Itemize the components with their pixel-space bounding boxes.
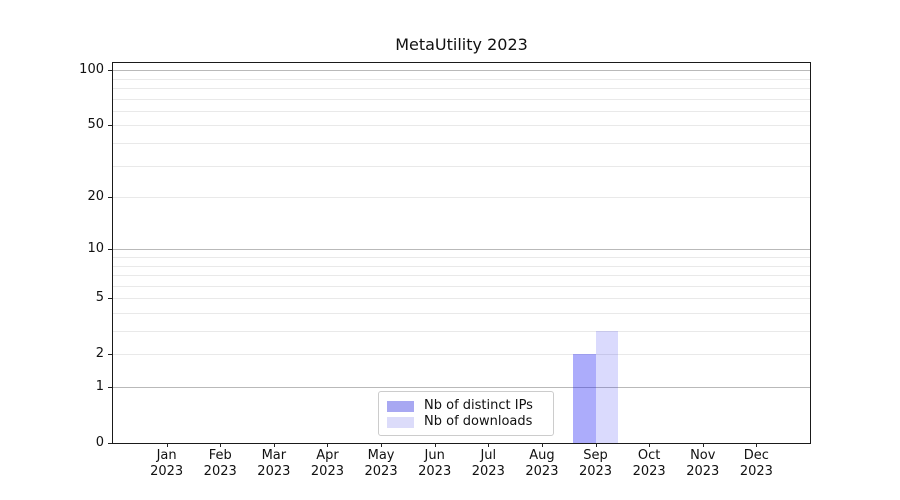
- gridline: [113, 165, 810, 167]
- y-tick: [108, 387, 112, 388]
- x-tick-month: Apr: [316, 448, 339, 463]
- x-tick-month: Dec: [743, 448, 769, 463]
- x-tick-year: 2023: [525, 464, 559, 479]
- x-tick-label: Aug 2023: [514, 448, 570, 480]
- x-tick: [702, 443, 704, 447]
- gridline: [113, 265, 810, 267]
- x-tick: [488, 443, 490, 447]
- legend-item: Nb of downloads: [387, 414, 545, 430]
- legend-swatch-downloads: [387, 416, 414, 428]
- gridline: [113, 197, 810, 199]
- y-tick: [108, 70, 112, 72]
- x-tick: [756, 443, 758, 447]
- gridline: [113, 331, 810, 333]
- chart-title: MetaUtility 2023: [395, 35, 528, 54]
- x-tick-year: 2023: [632, 464, 666, 479]
- x-tick-month: Sep: [583, 448, 608, 463]
- y-tick: [108, 354, 112, 356]
- y-tick-label: 50: [87, 117, 104, 133]
- y-tick-label: 100: [79, 62, 104, 78]
- y-tick-label: 1: [95, 379, 104, 394]
- y-tick: [108, 249, 112, 251]
- x-tick-year: 2023: [203, 464, 237, 479]
- x-tick-label: May 2023: [353, 448, 409, 480]
- plot-area: [108, 62, 811, 447]
- legend-label: Nb of distinct IPs: [424, 398, 533, 413]
- x-tick: [166, 443, 168, 447]
- x-tick-label: Jan 2023: [139, 448, 195, 480]
- gridline: [113, 275, 810, 277]
- x-tick-label: Oct 2023: [621, 448, 677, 480]
- legend-item: Nb of distinct IPs: [387, 398, 545, 414]
- gridline: [113, 312, 810, 314]
- gridline: [113, 98, 810, 100]
- y-tick-label: 10: [87, 241, 104, 257]
- x-tick-month: Jan: [156, 448, 177, 463]
- x-tick-year: 2023: [739, 464, 773, 479]
- x-tick-year: 2023: [310, 464, 344, 479]
- x-tick-label: Jul 2023: [460, 448, 516, 480]
- x-tick-label: Dec 2023: [728, 448, 784, 480]
- x-tick: [273, 443, 275, 447]
- x-tick: [381, 443, 383, 447]
- y-tick: [108, 443, 112, 444]
- gridline: [113, 257, 810, 258]
- x-tick-year: 2023: [150, 464, 184, 479]
- x-tick-year: 2023: [364, 464, 398, 479]
- y-tick-label: 5: [95, 290, 104, 306]
- x-tick-label: Jun 2023: [407, 448, 463, 480]
- legend: Nb of distinct IPs Nb of downloads: [378, 391, 554, 436]
- x-tick-month: Oct: [637, 448, 661, 463]
- x-tick-year: 2023: [686, 464, 720, 479]
- x-tick-year: 2023: [257, 464, 291, 479]
- x-tick-label: Sep 2023: [568, 448, 624, 480]
- gridline: [113, 70, 810, 72]
- x-tick-label: Apr 2023: [299, 448, 355, 480]
- gridline: [113, 298, 810, 300]
- x-tick: [595, 443, 597, 447]
- x-tick: [649, 443, 651, 447]
- y-tick: [108, 298, 112, 300]
- x-tick: [327, 443, 329, 447]
- x-tick-label: Feb 2023: [192, 448, 248, 480]
- x-tick-year: 2023: [418, 464, 452, 479]
- legend-label: Nb of downloads: [424, 414, 533, 429]
- gridline: [113, 125, 810, 127]
- y-tick-label: 20: [87, 189, 104, 205]
- gridline: [113, 387, 810, 388]
- y-tick: [108, 197, 112, 199]
- gridline: [113, 78, 810, 80]
- x-tick: [541, 443, 543, 447]
- y-tick-label: 2: [95, 346, 104, 362]
- x-tick-month: Jul: [480, 448, 497, 463]
- bar-sep-nb-of-downloads: [595, 331, 618, 443]
- x-tick-month: Jun: [424, 448, 445, 463]
- x-tick-month: Feb: [208, 448, 232, 463]
- x-tick-year: 2023: [471, 464, 505, 479]
- x-tick-month: May: [367, 448, 395, 463]
- x-tick: [434, 443, 436, 447]
- legend-swatch-distinct-ips: [387, 400, 414, 412]
- x-tick-month: Nov: [690, 448, 716, 463]
- gridline: [113, 249, 810, 251]
- x-tick-year: 2023: [578, 464, 613, 479]
- gridline: [113, 285, 810, 287]
- y-tick: [108, 125, 112, 127]
- gridline: [113, 143, 810, 145]
- y-tick-label: 0: [95, 435, 104, 450]
- gridline: [113, 110, 810, 112]
- x-tick-label: Nov 2023: [675, 448, 731, 480]
- gridline: [113, 354, 810, 356]
- bar-sep-nb-of-distinct-ips: [573, 354, 596, 443]
- gridline: [113, 88, 810, 90]
- x-tick-month: Aug: [529, 448, 555, 463]
- x-tick: [220, 443, 222, 447]
- x-tick-month: Mar: [261, 448, 287, 463]
- x-tick-label: Mar 2023: [246, 448, 302, 480]
